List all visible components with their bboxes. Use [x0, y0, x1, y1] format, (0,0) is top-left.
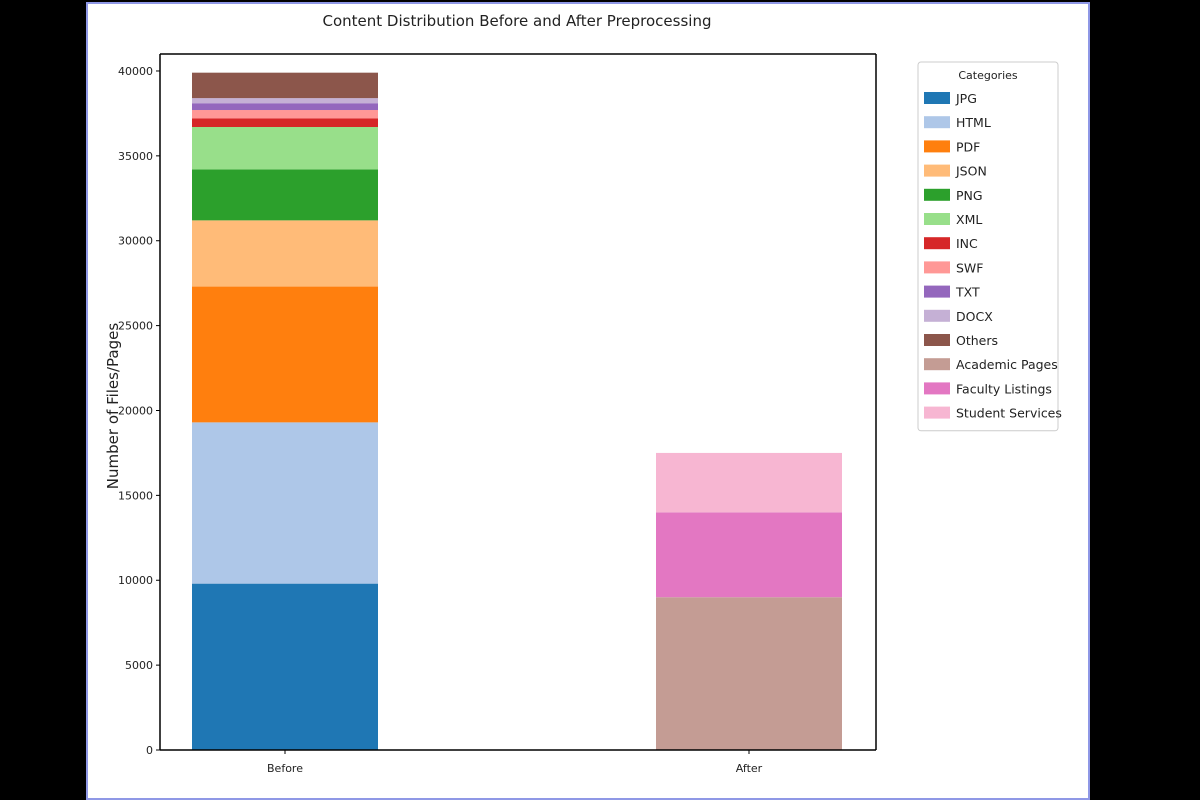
- y-tick-label: 20000: [118, 404, 153, 417]
- bar-before-json: [192, 220, 378, 287]
- legend-label: INC: [956, 236, 978, 251]
- legend-label: JSON: [955, 164, 987, 179]
- bar-before-docx: [192, 98, 378, 104]
- y-tick-label: 40000: [118, 65, 153, 78]
- chart-title: Content Distribution Before and After Pr…: [323, 12, 712, 30]
- legend-swatch: [924, 213, 950, 225]
- bar-after-academic-pages: [656, 597, 842, 750]
- bar-before-xml: [192, 126, 378, 170]
- bar-after-student-services: [656, 452, 842, 513]
- legend: Categories JPG HTML PDF JSON PNG XML INC SWF TXT D…: [917, 61, 1062, 432]
- legend-label: SWF: [956, 260, 983, 275]
- x-tick-label: After: [736, 762, 763, 775]
- x-tick-label: Before: [267, 762, 303, 775]
- legend-swatch: [924, 334, 950, 346]
- legend-label: HTML: [956, 115, 991, 130]
- legend-title: Categories: [958, 69, 1018, 82]
- bar-before-others: [192, 72, 378, 99]
- legend-swatch: [924, 188, 950, 201]
- bar-before-html: [192, 422, 378, 584]
- legend-swatch: [924, 261, 950, 274]
- legend-label: Others: [956, 333, 998, 348]
- legend-label: Faculty Listings: [956, 381, 1052, 396]
- legend-swatch: [924, 382, 950, 395]
- bar-before-png: [192, 169, 378, 221]
- legend-swatch: [924, 116, 950, 129]
- y-tick-label: 10000: [118, 574, 153, 587]
- legend-label: XML: [956, 212, 982, 227]
- legend-label: PDF: [956, 139, 980, 154]
- bars: [192, 72, 842, 750]
- bar-before-pdf: [192, 286, 378, 423]
- axes: 0 5000 10000 15000 20000 25000 30000 35000 40000…: [104, 53, 877, 775]
- bar-before-jpg: [192, 583, 378, 750]
- legend-swatch: [924, 309, 950, 322]
- legend-label: TXT: [955, 285, 980, 300]
- bar-before-swf: [192, 110, 378, 119]
- bar-before-txt: [192, 103, 378, 111]
- legend-swatch: [924, 140, 950, 153]
- bar-after-faculty-listings: [656, 512, 842, 598]
- y-tick-label: 0: [146, 744, 153, 757]
- y-tick-label: 15000: [118, 489, 153, 502]
- y-axis-label: Number of Files/Pages: [104, 323, 122, 490]
- legend-label: JPG: [955, 91, 977, 106]
- legend-swatch: [924, 164, 950, 177]
- y-tick-label: 30000: [118, 235, 153, 248]
- y-tick-label: 5000: [125, 659, 153, 672]
- legend-box: [917, 61, 1059, 432]
- legend-swatch: [924, 358, 950, 371]
- legend-label: PNG: [956, 188, 983, 203]
- y-tick-label: 25000: [118, 320, 153, 333]
- legend-swatch: [924, 92, 950, 104]
- legend-label: Academic Pages: [956, 357, 1058, 372]
- bar-before-inc: [192, 118, 378, 127]
- y-tick-label: 35000: [118, 150, 153, 163]
- legend-swatch: [924, 237, 950, 250]
- legend-swatch: [924, 406, 950, 419]
- legend-label: Student Services: [956, 406, 1062, 421]
- legend-label: DOCX: [956, 309, 993, 324]
- legend-swatch: [924, 285, 950, 298]
